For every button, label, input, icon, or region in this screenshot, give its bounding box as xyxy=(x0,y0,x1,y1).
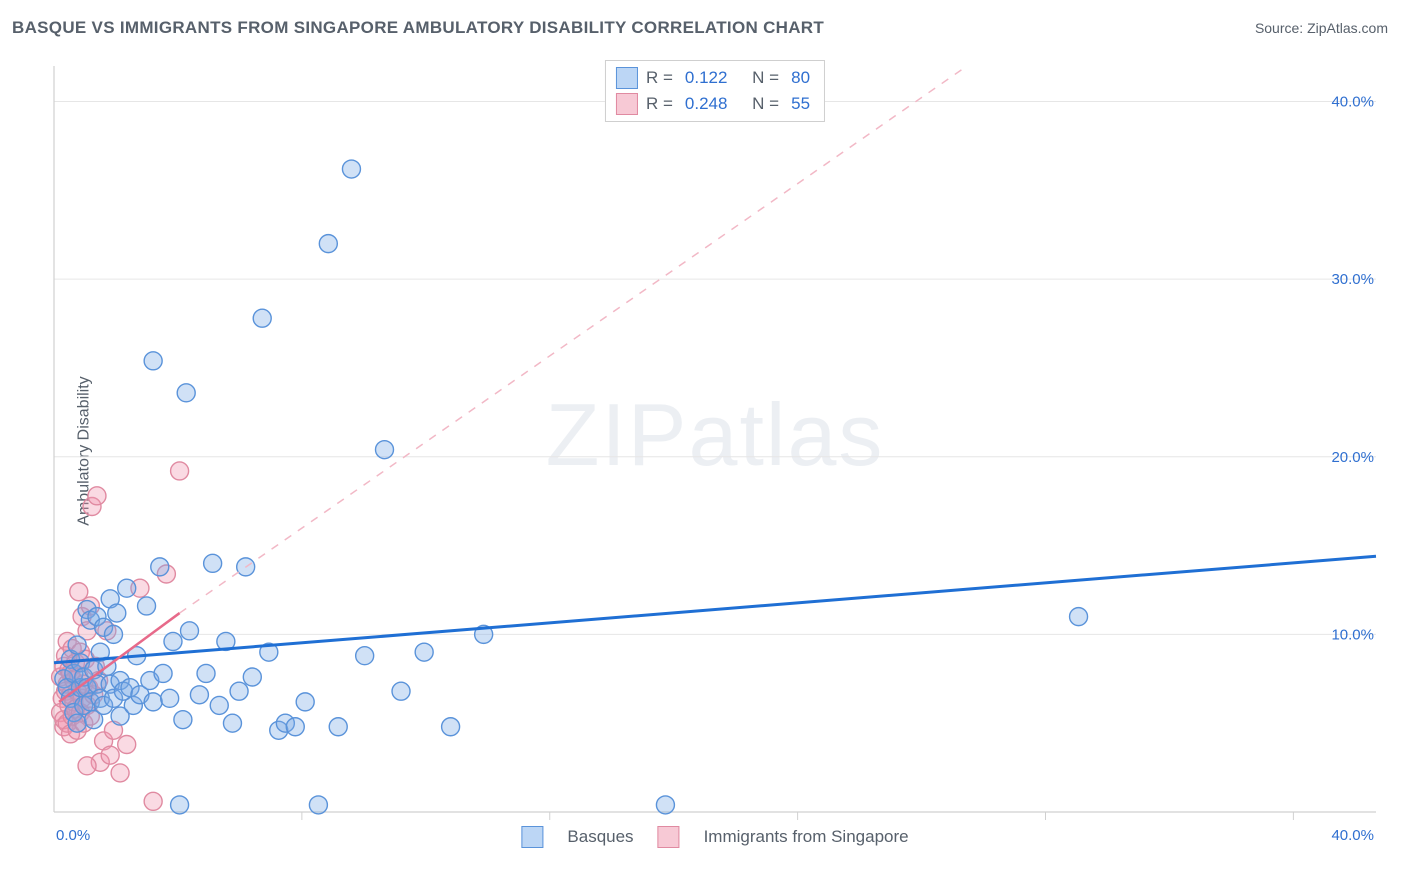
legend-stats-row: R = 0.248 N = 55 xyxy=(616,91,814,117)
axes xyxy=(54,66,1376,820)
legend-label-basques: Basques xyxy=(567,827,633,847)
n-label: N = xyxy=(752,68,779,88)
swatch-pink-icon xyxy=(658,826,680,848)
series-basques xyxy=(55,160,1088,814)
chart-title: BASQUE VS IMMIGRANTS FROM SINGAPORE AMBU… xyxy=(12,18,824,37)
legend-label-singapore: Immigrants from Singapore xyxy=(704,827,909,847)
svg-text:10.0%: 10.0% xyxy=(1331,626,1374,643)
plot-area: Ambulatory Disability ZIPatlas 10.0%20.0… xyxy=(50,56,1380,846)
trend-lines xyxy=(54,66,1376,702)
legend-stats: R = 0.122 N = 80 R = 0.248 N = 55 xyxy=(605,60,825,122)
svg-text:20.0%: 20.0% xyxy=(1331,449,1374,466)
source-label: Source: xyxy=(1255,20,1303,36)
source-link[interactable]: ZipAtlas.com xyxy=(1307,20,1388,36)
title-bar: BASQUE VS IMMIGRANTS FROM SINGAPORE AMBU… xyxy=(12,18,1394,44)
r-label: R = xyxy=(646,68,673,88)
svg-text:40.0%: 40.0% xyxy=(1331,94,1374,111)
swatch-blue-icon xyxy=(521,826,543,848)
r-value: 0.122 xyxy=(681,68,732,88)
gridlines xyxy=(54,102,1376,635)
legend-series: Basques Immigrants from Singapore xyxy=(521,826,908,848)
svg-text:30.0%: 30.0% xyxy=(1331,271,1374,288)
n-label: N = xyxy=(752,94,779,114)
legend-stats-row: R = 0.122 N = 80 xyxy=(616,65,814,91)
svg-text:40.0%: 40.0% xyxy=(1331,827,1374,844)
tick-labels: 10.0% 20.0% 30.0% 40.0% 0.0% 40.0% xyxy=(56,94,1374,844)
scatter-chart: 10.0% 20.0% 30.0% 40.0% 0.0% 40.0% xyxy=(50,56,1380,846)
n-value: 55 xyxy=(787,94,814,114)
swatch-pink-icon xyxy=(616,93,638,115)
r-label: R = xyxy=(646,94,673,114)
source-credit: Source: ZipAtlas.com xyxy=(1255,20,1388,36)
svg-text:0.0%: 0.0% xyxy=(56,827,90,844)
swatch-blue-icon xyxy=(616,67,638,89)
r-value: 0.248 xyxy=(681,94,732,114)
n-value: 80 xyxy=(787,68,814,88)
